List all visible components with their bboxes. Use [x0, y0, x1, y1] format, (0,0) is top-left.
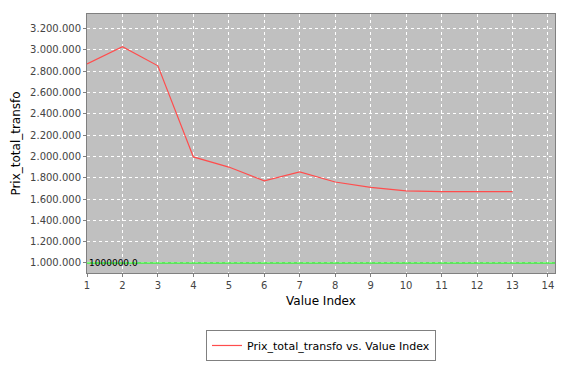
- svg-text:2.800.000: 2.800.000: [30, 66, 81, 77]
- svg-text:3.200.000: 3.200.000: [30, 23, 81, 34]
- svg-text:2.000.000: 2.000.000: [30, 151, 81, 162]
- svg-text:8: 8: [332, 280, 338, 291]
- svg-text:Value Index: Value Index: [286, 294, 356, 308]
- svg-text:1.400.000: 1.400.000: [30, 215, 81, 226]
- svg-text:4: 4: [190, 280, 196, 291]
- svg-text:7: 7: [297, 280, 303, 291]
- svg-text:10: 10: [400, 280, 413, 291]
- svg-text:2.200.000: 2.200.000: [30, 130, 81, 141]
- svg-text:2.600.000: 2.600.000: [30, 87, 81, 98]
- svg-text:Prix_total_transfo: Prix_total_transfo: [9, 91, 23, 195]
- svg-text:1.800.000: 1.800.000: [30, 172, 81, 183]
- svg-text:Prix_total_transfo vs. Value I: Prix_total_transfo vs. Value Index: [247, 340, 430, 353]
- svg-text:2.400.000: 2.400.000: [30, 108, 81, 119]
- svg-text:13: 13: [506, 280, 519, 291]
- svg-text:2: 2: [119, 280, 125, 291]
- svg-text:1000000.0: 1000000.0: [89, 258, 138, 268]
- svg-text:14: 14: [542, 280, 555, 291]
- svg-text:1: 1: [84, 280, 90, 291]
- svg-text:1.000.000: 1.000.000: [30, 257, 81, 268]
- svg-text:5: 5: [226, 280, 232, 291]
- svg-text:1.600.000: 1.600.000: [30, 194, 81, 205]
- svg-text:6: 6: [261, 280, 267, 291]
- svg-text:11: 11: [435, 280, 448, 291]
- svg-text:1.200.000: 1.200.000: [30, 236, 81, 247]
- svg-text:12: 12: [471, 280, 484, 291]
- svg-text:9: 9: [367, 280, 373, 291]
- svg-text:3.000.000: 3.000.000: [30, 44, 81, 55]
- svg-text:3: 3: [155, 280, 161, 291]
